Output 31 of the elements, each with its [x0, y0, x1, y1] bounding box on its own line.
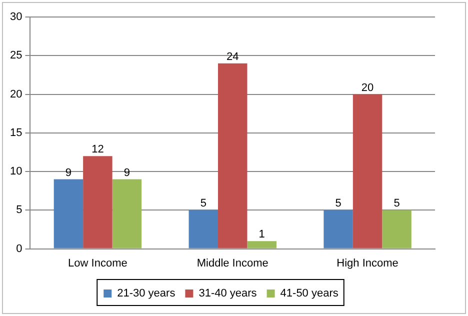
data-label: 5: [394, 198, 400, 210]
y-tick-label: 5: [16, 204, 22, 216]
y-tick-label: 25: [10, 50, 22, 62]
bar: [352, 94, 382, 248]
bar: [188, 210, 218, 248]
bar: [218, 63, 248, 248]
y-tick-label: 30: [10, 11, 22, 24]
data-label: 5: [200, 198, 206, 210]
data-label: 20: [361, 82, 374, 94]
data-label: 9: [65, 166, 72, 179]
x-tick-label: High Income: [336, 257, 398, 270]
legend-label: 31-40 years: [198, 288, 258, 300]
x-tick-label: Low Income: [68, 257, 128, 270]
x-tick-label: Middle Income: [196, 257, 268, 270]
bar: [83, 156, 112, 248]
data-label: 12: [92, 144, 104, 156]
data-label: 24: [226, 50, 239, 63]
data-label: 1: [258, 228, 265, 241]
data-label: 9: [124, 166, 130, 179]
y-tick-label: 0: [16, 242, 22, 255]
bar: [324, 210, 353, 248]
legend-label: 41-50 years: [280, 288, 339, 300]
bar: [247, 241, 276, 248]
legend-label: 21-30 years: [117, 288, 176, 300]
y-tick-label: 10: [10, 166, 22, 178]
data-label: 5: [335, 198, 342, 210]
y-tick-label: 15: [10, 126, 22, 139]
bar: [382, 210, 412, 248]
y-tick-label: 20: [10, 88, 22, 100]
bar: [54, 179, 84, 248]
bar: [112, 179, 142, 248]
